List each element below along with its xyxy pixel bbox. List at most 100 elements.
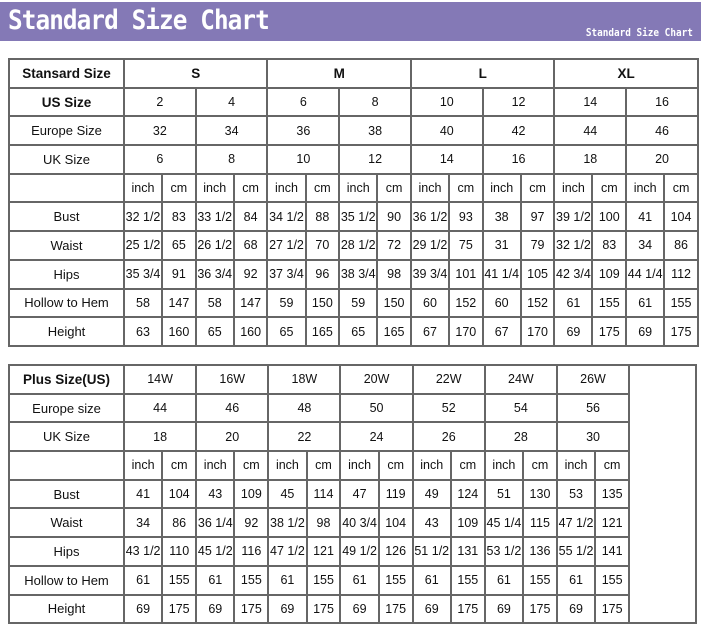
- europe-size-cell: 42: [481, 115, 556, 147]
- table-row-measurement: Hollow to Hem 61 155 61 155 61 155 61 155 61 155 61…: [8, 564, 631, 596]
- measurement-value: 104: [161, 478, 198, 510]
- measurement-value: 86: [663, 230, 699, 261]
- us-size-cell: 10: [409, 86, 484, 118]
- table-row-units: inch cm inch cm inch cm inch cm inch cm inch cm inch…: [8, 172, 699, 204]
- measurement-value: 155: [522, 564, 558, 596]
- unit-inch: inch: [625, 172, 666, 204]
- unit-inch: inch: [409, 172, 450, 204]
- measurement-value: 35 1/2: [338, 201, 379, 233]
- measurement-value: 61: [555, 564, 597, 596]
- measurement-value: 38 1/2: [267, 507, 308, 539]
- measurement-value: 61: [122, 564, 164, 596]
- us-size-cell: 26W: [555, 364, 631, 395]
- measurement-value: 165: [304, 316, 341, 347]
- measurement-value: 83: [161, 201, 197, 233]
- unit-inch: inch: [339, 450, 380, 481]
- unit-inch: inch: [555, 450, 597, 481]
- measurement-value: 175: [663, 316, 699, 347]
- measurement-value: 47 1/2: [555, 507, 597, 539]
- table-row-measurement: Hips 43 1/2 110 45 1/2 116 47 1/2 121 49 1/2 126…: [8, 536, 631, 567]
- uk-size-cell: 14: [409, 144, 484, 175]
- measurement-value: 61: [483, 564, 525, 596]
- measurement-value: 147: [161, 287, 197, 319]
- uk-size-cell: 20: [625, 144, 699, 175]
- unit-inch: inch: [194, 172, 235, 204]
- measurement-value: 41: [122, 478, 164, 510]
- measurement-value: 69: [339, 593, 380, 625]
- measurement-value: 49: [411, 478, 452, 510]
- banner-title: Standard Size Chart: [8, 5, 270, 36]
- us-size-cell: 4: [194, 86, 269, 118]
- row-label: Waist: [8, 230, 125, 261]
- measurement-value: 104: [377, 507, 414, 539]
- measurement-value: 124: [449, 478, 486, 510]
- measurement-value: 59: [338, 287, 379, 319]
- us-size-cell: 2: [123, 86, 197, 118]
- measurement-value: 69: [195, 593, 236, 625]
- us-size-cell: 12: [481, 86, 556, 118]
- uk-size-cell: 20: [195, 421, 270, 453]
- measurement-value: 75: [447, 230, 484, 261]
- table-row-uk-size: UK Size 6 8 10 12 14 16 18 20: [8, 144, 699, 175]
- standard-size-table: Stansard Size S M L XL US Size 2 4 6 8 10 12 14 16 Eur…: [8, 58, 699, 347]
- measurement-value: 155: [377, 564, 414, 596]
- measurement-value: 155: [305, 564, 342, 596]
- measurement-value: 70: [304, 230, 341, 261]
- measurement-value: 35 3/4: [122, 258, 164, 290]
- measurement-value: 98: [305, 507, 342, 539]
- measurement-value: 36 1/2: [409, 201, 450, 233]
- measurement-value: 147: [232, 287, 269, 319]
- unit-cm: cm: [304, 172, 341, 204]
- measurement-value: 109: [591, 258, 628, 290]
- measurement-value: 175: [161, 593, 198, 625]
- measurement-value: 31: [481, 230, 522, 261]
- measurement-value: 165: [376, 316, 412, 347]
- measurement-value: 175: [449, 593, 486, 625]
- measurement-value: 135: [594, 478, 631, 510]
- measurement-value: 59: [266, 287, 307, 319]
- measurement-value: 121: [594, 507, 631, 539]
- measurement-value: 152: [519, 287, 556, 319]
- measurement-value: 175: [305, 593, 342, 625]
- measurement-value: 92: [232, 258, 269, 290]
- measurement-value: 63: [122, 316, 164, 347]
- measurement-value: 28 1/2: [338, 230, 379, 261]
- measurement-value: 88: [304, 201, 341, 233]
- measurement-value: 60: [481, 287, 522, 319]
- uk-size-cell: 28: [483, 421, 558, 453]
- measurement-value: 175: [233, 593, 270, 625]
- measurement-value: 175: [591, 316, 628, 347]
- measurement-value: 61: [411, 564, 452, 596]
- us-size-cell: 22W: [411, 364, 486, 395]
- measurement-value: 131: [449, 536, 486, 567]
- measurement-value: 69: [122, 593, 164, 625]
- measurement-value: 61: [195, 564, 236, 596]
- unit-inch: inch: [411, 450, 452, 481]
- measurement-value: 51 1/2: [411, 536, 452, 567]
- measurement-value: 84: [232, 201, 269, 233]
- measurement-value: 69: [267, 593, 308, 625]
- us-size-cell: 16W: [195, 364, 270, 395]
- measurement-value: 69: [625, 316, 666, 347]
- unit-cm: cm: [522, 450, 558, 481]
- us-size-cell: 18W: [267, 364, 342, 395]
- plus-size-table: Plus Size(US) 14W 16W 18W 20W 22W 24W 26W Europe…: [8, 364, 631, 625]
- measurement-value: 112: [663, 258, 699, 290]
- measurement-value: 170: [519, 316, 556, 347]
- unit-inch: inch: [338, 172, 379, 204]
- measurement-value: 69: [411, 593, 452, 625]
- us-size-cell: 24W: [483, 364, 558, 395]
- unit-cm: cm: [305, 450, 342, 481]
- unit-cm: cm: [161, 450, 198, 481]
- uk-size-cell: 26: [411, 421, 486, 453]
- europe-size-cell: 32: [123, 115, 197, 147]
- unit-inch: inch: [553, 172, 594, 204]
- measurement-value: 69: [483, 593, 525, 625]
- measurement-value: 69: [555, 593, 597, 625]
- measurement-value: 38: [481, 201, 522, 233]
- uk-size-cell: 10: [266, 144, 341, 175]
- europe-size-cell: 46: [195, 392, 270, 424]
- measurement-value: 150: [304, 287, 341, 319]
- row-label: Hollow to Hem: [8, 564, 125, 596]
- plus-size-table-blank-area: [627, 364, 697, 624]
